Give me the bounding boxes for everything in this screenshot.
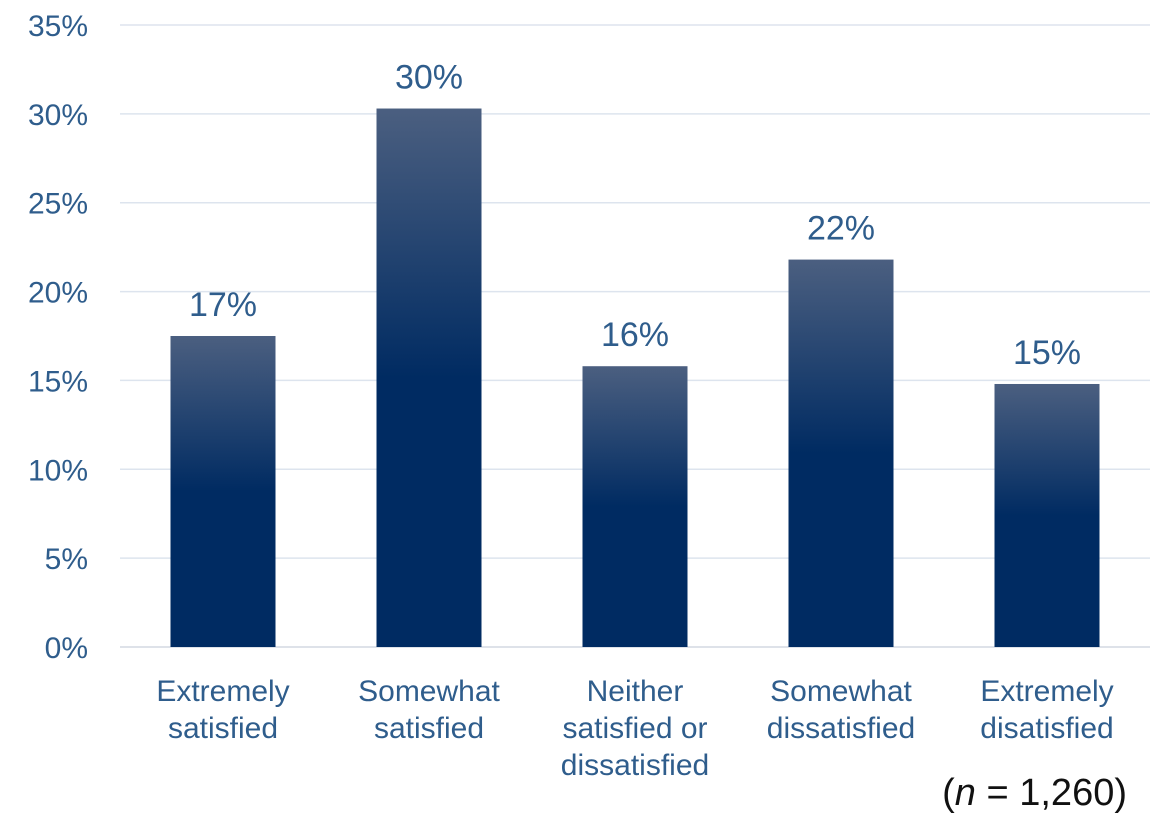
bar xyxy=(788,259,894,647)
data-label: 15% xyxy=(1013,334,1081,372)
data-labels: 17% 30% 16% 22% 15% xyxy=(189,59,1081,372)
y-tick-label: 5% xyxy=(45,543,88,576)
bar xyxy=(376,108,482,648)
y-tick-label: 35% xyxy=(28,10,88,43)
category-label: Extremely disatisfied xyxy=(980,675,1113,745)
y-axis-tick-labels: 0% 5% 10% 15% 20% 25% 30% 35% xyxy=(28,10,88,665)
bar xyxy=(994,383,1100,647)
x-axis-category-labels: Extremely satisfied Somewhat satisfied Neith… xyxy=(156,675,1113,782)
category-label-line: disatisfied xyxy=(980,712,1113,745)
category-label-line: Neither xyxy=(587,675,684,708)
category-label-line: dissatisfied xyxy=(767,712,915,745)
sample-size-note: (n = 1,260) xyxy=(942,774,1127,812)
y-tick-label: 0% xyxy=(45,632,88,665)
category-label-line: dissatisfied xyxy=(561,749,709,782)
category-label-line: satisfied xyxy=(168,712,278,745)
category-label: Neither satisfied or dissatisfied xyxy=(561,675,709,782)
category-label: Somewhat dissatisfied xyxy=(767,675,915,745)
category-label-line: satisfied or xyxy=(562,712,707,745)
bars xyxy=(170,108,1100,648)
y-tick-label: 20% xyxy=(28,277,88,310)
category-label-line: Extremely xyxy=(980,675,1113,708)
sample-note-variable: n xyxy=(954,772,976,814)
sample-note-open: ( xyxy=(942,772,955,814)
y-tick-label: 30% xyxy=(28,99,88,132)
category-label-line: satisfied xyxy=(374,712,484,745)
data-label: 17% xyxy=(189,286,257,324)
y-tick-label: 10% xyxy=(28,454,88,487)
sample-note-rest: = 1,260) xyxy=(975,772,1127,814)
category-label-line: Extremely xyxy=(156,675,289,708)
category-label-line: Somewhat xyxy=(770,675,912,708)
bar xyxy=(582,366,688,647)
data-label: 30% xyxy=(395,59,463,97)
bar xyxy=(170,336,276,647)
category-label: Extremely satisfied xyxy=(156,675,289,745)
data-label: 22% xyxy=(807,210,875,248)
y-tick-label: 15% xyxy=(28,365,88,398)
data-label: 16% xyxy=(601,316,669,354)
category-label-line: Somewhat xyxy=(358,675,500,708)
y-tick-label: 25% xyxy=(28,188,88,221)
category-label: Somewhat satisfied xyxy=(358,675,500,745)
